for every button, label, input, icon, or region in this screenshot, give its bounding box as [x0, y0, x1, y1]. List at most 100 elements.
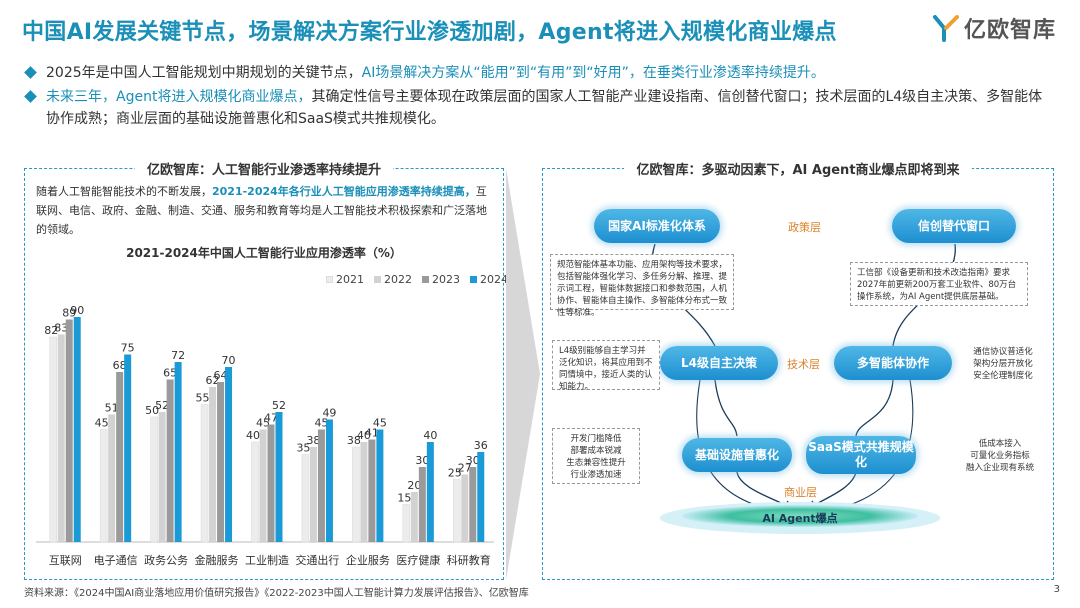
desc-text-after: 互联网、电信、政府、金融、制造、交通、服务和教育等均是人工智能技术积极探索和广泛…: [36, 185, 487, 236]
data-label: 40: [246, 429, 260, 442]
x-tick-label: 企业服务: [346, 553, 390, 567]
bar-2022-3: [209, 387, 217, 542]
bar-2021-6: [352, 446, 360, 543]
legend-swatch: [470, 276, 477, 283]
data-label: 68: [113, 359, 127, 372]
diamond-icon: [24, 90, 37, 103]
bar-2023-0: [65, 319, 73, 542]
bar-2024-1: [124, 354, 132, 542]
data-label: 20: [407, 479, 421, 492]
layer-label-tech: 技术层: [787, 358, 820, 371]
right-panel: 亿欧智库：多驱动因素下，AI Agent商业爆点即将到来: [542, 163, 1054, 580]
data-label: 90: [70, 304, 84, 317]
bar-2023-7: [418, 467, 426, 542]
bullet-text-after: 其确定性信号主要体现在政策层面的国家人工智能产业建设指南、信创替代窗口；技术层面…: [46, 89, 1043, 127]
legend-label: 2021: [336, 273, 364, 286]
data-label: 49: [322, 407, 336, 420]
bullet-item: 2025年是中国人工智能规划中期规划的关键节点，AI场景解决方案从“能用”到“有…: [24, 62, 1054, 84]
x-tick-label: 互联网: [49, 554, 82, 567]
bar-2021-0: [49, 336, 57, 543]
desc-text: 随着人工智能智能技术的不断发展，: [36, 185, 212, 198]
logo: 亿欧智库: [932, 12, 1056, 44]
page-number: 3: [1053, 584, 1060, 595]
data-label: 36: [474, 439, 488, 452]
left-panel-description: 随着人工智能智能技术的不断发展，2021-2024年各行业人工智能应用渗透率持续…: [36, 182, 492, 239]
data-label: 89: [62, 307, 76, 320]
diamond-icon: [24, 66, 37, 79]
bullet-highlight: 未来三年，Agent将进入规模化商业爆点，: [46, 89, 312, 105]
bar-2024-2: [174, 362, 182, 542]
bar-2021-8: [453, 479, 461, 543]
base-label: AI Agent爆点: [762, 512, 838, 525]
note-saas: 低成本接入 可量化业务指标 融入企业现有系统: [965, 439, 1034, 473]
bar-chart: 82838990互联网45516875电子通信50526572政务公务55626…: [36, 304, 494, 567]
page-title: 中国AI发展关键节点，场景解决方案行业渗透加剧，Agent将进入规模化商业爆点: [22, 20, 837, 45]
bar-2023-1: [116, 372, 124, 542]
legend-swatch: [422, 276, 429, 283]
data-label: 83: [54, 322, 68, 335]
bar-2024-0: [73, 317, 81, 542]
legend-item: 2023: [422, 273, 460, 286]
bar-2021-7: [402, 504, 411, 543]
bar-2022-0: [57, 334, 65, 542]
bar-2024-6: [376, 429, 384, 542]
legend-swatch: [326, 276, 333, 283]
bar-2023-2: [166, 379, 174, 542]
legend-swatch: [374, 276, 381, 283]
bar-2023-6: [368, 439, 376, 542]
bar-2021-1: [99, 429, 108, 543]
yiou-logo-icon: [932, 15, 959, 42]
bar-2021-3: [200, 404, 209, 543]
bar-2022-2: [158, 412, 166, 542]
data-label: 47: [264, 412, 278, 425]
bar-2024-3: [225, 367, 233, 542]
legend-item: 2024: [470, 273, 508, 286]
bar-2024-4: [275, 412, 283, 542]
data-label: 15: [397, 492, 411, 505]
logo-text: 亿欧智库: [963, 18, 1056, 43]
bar-2021-2: [150, 416, 158, 543]
bar-2024-7: [426, 442, 434, 542]
x-tick-label: 医疗健康: [396, 553, 440, 567]
bar-2024-8: [477, 452, 485, 542]
data-label: 30: [415, 454, 429, 467]
note-national: 规范智能体基本功能、应用架构等技术要求，包括智能体强化学习、多任务分解、推理、提…: [550, 254, 734, 318]
data-label: 41: [365, 427, 379, 440]
data-label: 50: [145, 404, 159, 417]
data-label: 45: [373, 417, 387, 430]
data-label: 40: [357, 429, 371, 442]
desc-highlight: 2021-2024年各行业人工智能应用渗透率持续提高，: [212, 185, 476, 198]
data-label: 38: [347, 434, 361, 447]
pill-saas: SaaS模式共推规模化: [806, 436, 916, 474]
bar-2024-5: [325, 419, 333, 542]
data-label: 70: [222, 354, 236, 367]
bar-2022-1: [108, 414, 116, 542]
right-panel-title: 亿欧智库：多驱动因素下，AI Agent商业爆点即将到来: [624, 163, 972, 178]
data-label: 35: [296, 442, 310, 455]
bullet-highlight: AI场景解决方案从“能用”到“有用”到“好用”，在垂类行业渗透率持续提升。: [361, 65, 825, 81]
bar-2022-7: [410, 492, 418, 542]
x-tick-label: 电子通信: [94, 554, 138, 567]
arrow-shape: [506, 168, 540, 580]
data-label: 40: [423, 429, 437, 442]
pill-infra: 基础设施普惠化: [682, 438, 792, 472]
x-tick-label: 工业制造: [245, 553, 289, 567]
note-infra: 开发门槛降低 部署成本锐减 生态兼容性提升 行业渗透加速: [552, 428, 640, 484]
chart-title: 2021-2024年中国人工智能行业应用渗透率（%）: [126, 246, 402, 260]
pill-xinchuang-window: 信创替代窗口: [892, 209, 1016, 243]
note-xinchuang: 工信部《设备更新和技术改造指南》要求2027年前更新200万套工业软件、80万台…: [850, 262, 1028, 306]
legend-item: 2021: [326, 273, 364, 286]
left-panel: 亿欧智库：人工智能行业渗透率持续提升: [24, 163, 504, 580]
chart-legend: 2021 2022 2023 2024: [326, 273, 508, 286]
bullet-text: 2025年是中国人工智能规划中期规划的关键节点，: [46, 65, 362, 81]
bullet-list: 2025年是中国人工智能规划中期规划的关键节点，AI场景解决方案从“能用”到“有…: [24, 62, 1054, 132]
x-tick-label: 交通出行: [295, 553, 339, 567]
legend-item: 2022: [374, 273, 412, 286]
data-label: 52: [155, 399, 169, 412]
bar-2022-5: [309, 447, 317, 542]
data-label: 38: [306, 434, 320, 447]
data-label: 30: [466, 454, 480, 467]
note-l4: L4级别能够自主学习并泛化知识，将其应用到不同情境中，接近人类的认知能力。: [552, 340, 660, 392]
layer-label-business: 商业层: [784, 486, 817, 499]
data-label: 45: [95, 417, 109, 430]
